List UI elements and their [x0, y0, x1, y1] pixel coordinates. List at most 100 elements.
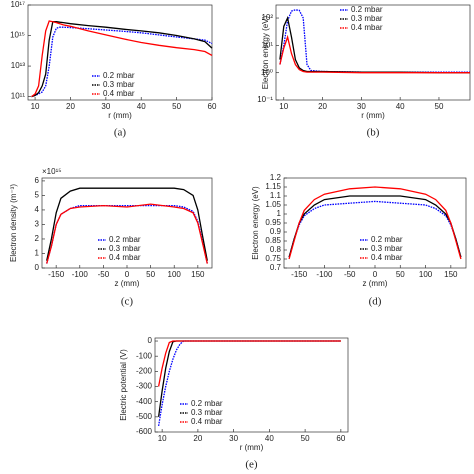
- x-tick-label: 0: [125, 270, 130, 279]
- y-tick-label: 1.1: [270, 191, 282, 200]
- x-tick-label: 150: [444, 270, 458, 279]
- legend-label: 0.2 mbar: [191, 399, 223, 408]
- panel-caption: (b): [367, 127, 380, 139]
- x-tick-label: 40: [137, 102, 146, 111]
- x-tick-label: 100: [419, 270, 433, 279]
- x-tick-label: -100: [316, 270, 333, 279]
- y-tick-label: -100: [136, 351, 153, 360]
- y-tick-label: 0: [148, 336, 153, 345]
- x-axis-title: r (mm): [361, 111, 385, 120]
- y-tick-label: 6: [35, 176, 40, 185]
- legend-label: 0.4 mbar: [103, 89, 135, 98]
- series-line: [288, 200, 462, 258]
- y-tick-label: 0.85: [265, 236, 281, 245]
- y-tick-label: 4: [35, 205, 40, 214]
- y-tick-label: 3: [35, 220, 40, 229]
- series-line: [31, 26, 213, 98]
- y-tick-label: 1.05: [265, 200, 281, 209]
- series-line: [279, 34, 470, 74]
- y-axis-title: Electron energy (eV): [251, 186, 260, 260]
- y-axis-title: Electric potential (V): [119, 349, 128, 421]
- series-line: [31, 20, 213, 98]
- y-tick-label: -300: [136, 382, 153, 391]
- panel-caption: (d): [369, 296, 382, 308]
- y-tick-label: -600: [136, 427, 153, 436]
- y-tick-label: 10²: [261, 13, 273, 22]
- y-tick-label: 10¹⁵: [10, 31, 25, 40]
- y-tick-label: -200: [136, 366, 153, 375]
- y-tick-label: 0.8: [270, 245, 282, 254]
- y-tick-label: 1.15: [265, 182, 281, 191]
- series-line: [157, 340, 341, 417]
- x-tick-label: 20: [193, 434, 202, 443]
- legend-label: 0.3 mbar: [351, 14, 383, 23]
- y-tick-label: -400: [136, 397, 153, 406]
- x-tick-label: 10: [158, 434, 167, 443]
- y-tick-label: 1: [277, 209, 282, 218]
- y-tick-label: 0: [35, 263, 40, 272]
- x-tick-label: 40: [396, 102, 405, 111]
- x-tick-label: 30: [229, 434, 238, 443]
- legend-label: 0.2 mbar: [103, 71, 135, 80]
- x-tick-label: 50: [435, 102, 444, 111]
- y-tick-label: 10¹¹: [11, 92, 26, 101]
- x-tick-label: 10: [31, 102, 40, 111]
- series-line: [46, 204, 208, 264]
- x-tick-label: 60: [336, 434, 345, 443]
- x-tick-label: -150: [48, 270, 65, 279]
- series-line: [46, 187, 208, 261]
- legend-label: 0.4 mbar: [371, 253, 403, 262]
- x-tick-label: 60: [208, 102, 217, 111]
- series-line: [157, 340, 341, 387]
- y-tick-label: -500: [136, 412, 153, 421]
- x-tick-label: 50: [172, 102, 181, 111]
- x-tick-label: 0: [373, 270, 378, 279]
- x-axis-title: z (mm): [363, 279, 388, 288]
- panel-caption: (c): [121, 296, 134, 308]
- legend-label: 0.2 mbar: [109, 235, 141, 244]
- legend-label: 0.4 mbar: [109, 253, 141, 262]
- legend-label: 0.4 mbar: [351, 23, 383, 32]
- x-tick-label: 10: [279, 102, 288, 111]
- x-tick-label: 30: [357, 102, 366, 111]
- x-tick-label: 20: [318, 102, 327, 111]
- plot-frame: [27, 4, 213, 101]
- legend-label: 0.2 mbar: [371, 235, 403, 244]
- y-axis-title: Electron energy (eV): [261, 15, 270, 89]
- y-tick-label: 5: [35, 191, 40, 200]
- legend-label: 0.3 mbar: [109, 244, 141, 253]
- y-tick-label: 10¹³: [11, 61, 26, 70]
- legend-label: 0.3 mbar: [371, 244, 403, 253]
- x-tick-label: 30: [101, 102, 110, 111]
- legend-label: 0.4 mbar: [191, 417, 223, 426]
- y-tick-label: 10¹: [261, 40, 273, 49]
- y-tick-label: 10¹⁷: [11, 0, 26, 9]
- x-tick-label: 50: [396, 270, 405, 279]
- x-tick-label: 40: [265, 434, 274, 443]
- y-tick-label: 1: [35, 249, 40, 258]
- x-axis-title: r (mm): [108, 111, 132, 120]
- x-tick-label: 150: [191, 270, 205, 279]
- legend-label: 0.3 mbar: [191, 408, 223, 417]
- panel-caption: (e): [245, 459, 258, 471]
- y-tick-label: 0.7: [270, 263, 282, 272]
- x-tick-label: -50: [98, 270, 110, 279]
- x-tick-label: 50: [301, 434, 310, 443]
- series-line: [288, 186, 462, 260]
- panel-caption: (a): [114, 127, 127, 139]
- x-tick-label: 50: [146, 270, 155, 279]
- legend-label: 0.3 mbar: [103, 80, 135, 89]
- x-tick-label: -50: [344, 270, 356, 279]
- x-tick-label: 20: [66, 102, 75, 111]
- y-tick-label: 0.9: [270, 227, 282, 236]
- series-line: [31, 21, 213, 98]
- plot-frame: [154, 337, 349, 433]
- y-tick-label: 2: [35, 234, 40, 243]
- y-tick-label: 10⁰: [261, 68, 273, 77]
- x-tick-label: 100: [168, 270, 182, 279]
- legend-label: 0.2 mbar: [351, 5, 383, 14]
- y-tick-label: 0.95: [265, 218, 281, 227]
- plot-frame: [275, 4, 471, 101]
- y-tick-label: 1.2: [270, 173, 282, 182]
